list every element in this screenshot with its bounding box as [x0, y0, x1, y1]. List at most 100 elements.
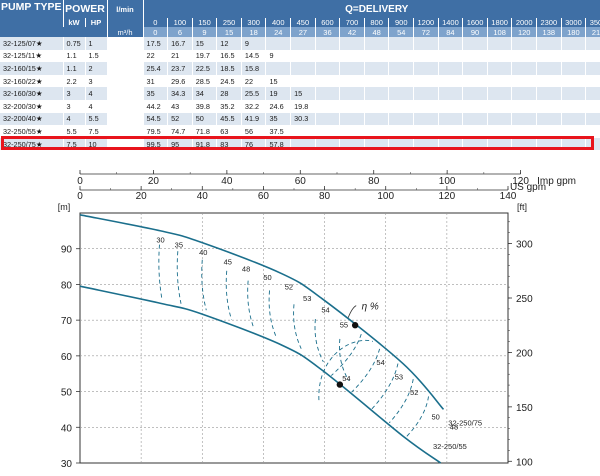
efficiency-label-upper: 54: [376, 358, 384, 367]
pump-type-cell: 32-200/40★: [0, 112, 64, 126]
head-cell-10: [388, 74, 415, 88]
q-lmin-4: 300: [241, 18, 267, 27]
head-cell-4: 15.8: [241, 62, 267, 75]
head-cell-6: [290, 37, 316, 50]
q-lmin-2: 150: [192, 18, 218, 27]
unit-spacer-cell: [107, 62, 144, 75]
head-cell-15: [511, 62, 538, 75]
q-lmin-6: 450: [290, 18, 316, 27]
head-cell-8: [339, 49, 365, 63]
table-row[interactable]: 32-250/75★ 7.5 10 99.5 95 91.8 83 76 57.8: [0, 137, 600, 151]
pump-type-header-text: PUMP TYPE: [1, 1, 62, 13]
head-cell-7: [315, 112, 341, 126]
unit-spacer-cell: [107, 87, 144, 100]
kw-cell: 3: [63, 99, 86, 113]
efficiency-label-upper: 30: [156, 236, 164, 245]
y-left-tick-label: 70: [61, 316, 73, 327]
head-cell-12: [438, 99, 464, 113]
head-cell-8: [339, 87, 365, 100]
bep-point-upper: [351, 322, 359, 329]
hp-cell: 10: [85, 137, 108, 151]
head-cell-18: [585, 137, 600, 151]
chart-labels: 30 35 40 45 48 50 52 53 54 55 54 53 52 50 48 54 η % 32-25…: [156, 236, 482, 451]
table-row[interactable]: 32-160/30★ 3 4 35 34.3 34 28 25.5 19 15: [0, 87, 600, 100]
head-cell-13: [462, 49, 488, 63]
head-cell-18: [585, 49, 600, 63]
q-lmin-13: 1600: [462, 18, 488, 27]
q-lmin-1: 100: [167, 18, 193, 27]
head-cell-0: 17.5: [143, 37, 169, 50]
head-cell-2: 19.7: [192, 49, 218, 63]
table-row[interactable]: 32-250/55★ 5.5 7.5 79.5 74.7 71.8 63 56 37.5: [0, 125, 600, 138]
head-cell-6: 30.3: [290, 112, 316, 126]
table-row[interactable]: 32-200/30★ 3 4 44.2 43 39.8 35.2 32.2 24.6 19.8: [0, 99, 600, 113]
q-m3h-9: 48: [364, 27, 390, 37]
head-cell-16: [536, 62, 562, 75]
efficiency-contour-right: [406, 396, 429, 437]
kw-cell: 7.5: [63, 137, 86, 151]
grid: [79, 212, 509, 464]
head-cell-13: [462, 125, 488, 138]
table-row[interactable]: 32-160/22★ 2.2 3 31 29.6 28.5 24.5 22 15: [0, 74, 600, 88]
kw-cell: 1.1: [63, 49, 86, 63]
head-cell-6: 15: [290, 87, 316, 100]
head-cell-8: [339, 74, 365, 88]
y-left-tick-label: 60: [61, 352, 73, 363]
head-cell-1: 52: [167, 112, 193, 126]
q-m3h-3: 15: [216, 27, 242, 37]
us-gpm-tick-label: 120: [439, 191, 456, 202]
head-cell-9: [364, 137, 390, 151]
head-cell-14: [487, 74, 513, 88]
head-cell-18: [585, 87, 600, 100]
efficiency-label-upper: 40: [199, 248, 207, 257]
head-cell-15: [511, 74, 538, 88]
efficiency-bep-contour: [318, 339, 374, 401]
hp-cell: 5.5: [85, 112, 108, 126]
efficiency-label-upper: 54: [321, 306, 329, 315]
head-cell-12: [438, 49, 464, 63]
head-cell-13: [462, 62, 488, 75]
head-cell-7: [315, 74, 341, 88]
head-cell-2: 71.8: [192, 125, 218, 138]
head-cell-10: [388, 112, 415, 126]
kw-cell: 1.1: [63, 62, 86, 75]
head-cell-16: [536, 74, 562, 88]
y-right-tick-label: 300: [516, 240, 533, 251]
head-cell-15: [511, 99, 538, 113]
q-lmin-9: 800: [364, 18, 390, 27]
pump-curve-32-250-55: [79, 285, 442, 464]
head-cell-12: [438, 112, 464, 126]
table-row[interactable]: 32-125/11★ 1.1 1.5 22 21 19.7 16.5 14.5 9: [0, 49, 600, 63]
table-row[interactable]: 32-160/15★ 1.1 2 25.4 23.7 22.5 18.5 15.8: [0, 62, 600, 75]
kw-cell: 4: [63, 112, 86, 126]
head-cell-6: [290, 62, 316, 75]
head-cell-16: [536, 99, 562, 113]
q-lmin-3: 250: [216, 18, 242, 27]
us-gpm-tick-label: 0: [77, 191, 83, 202]
q-m3h-0: 0: [143, 27, 169, 37]
head-cell-14: [487, 49, 513, 63]
bep-point-lower: [336, 381, 344, 388]
head-cell-4: 25.5: [241, 87, 267, 100]
head-cell-7: [315, 87, 341, 100]
us-gpm-axis-label: US gpm: [510, 182, 546, 193]
head-cell-17: [561, 37, 587, 50]
head-cell-5: 19: [265, 87, 292, 100]
head-cell-9: [364, 99, 390, 113]
table-body: 32-125/07★ 0.75 1 17.5 16.7 15 12 9 32-125/11★ 1.…: [0, 37, 600, 151]
unit-spacer-cell: [107, 99, 144, 113]
table-row[interactable]: 32-200/40★ 4 5.5 54.5 52 50 45.5 41.9 35 30.3: [0, 112, 600, 126]
unit-spacer-cell: [107, 74, 144, 88]
table-row[interactable]: 32-125/07★ 0.75 1 17.5 16.7 15 12 9: [0, 37, 600, 50]
y-left-tick-label: 40: [61, 423, 73, 434]
head-cell-11: [413, 49, 439, 63]
head-cell-14: [487, 125, 513, 138]
head-cell-13: [462, 87, 488, 100]
head-cell-15: [511, 49, 538, 63]
head-cell-18: [585, 62, 600, 75]
unit-spacer-cell: [107, 112, 144, 126]
pump-type-cell: 32-160/15★: [0, 62, 64, 75]
head-cell-14: [487, 87, 513, 100]
efficiency-contour-40: [201, 259, 207, 311]
